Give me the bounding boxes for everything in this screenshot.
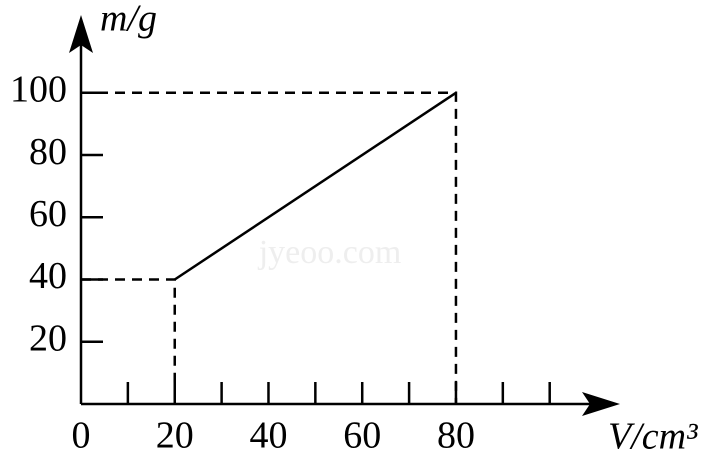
x-tick-label: 0 <box>72 415 91 457</box>
x-axis-arrow <box>582 392 620 416</box>
data-line <box>174 91 457 281</box>
x-tick-label: 80 <box>437 415 475 457</box>
x-tick-label: 60 <box>343 415 381 457</box>
y-tick-label: 80 <box>29 131 67 173</box>
x-tick-label: 40 <box>249 415 287 457</box>
y-tick-label: 40 <box>29 255 67 297</box>
y-axis-label: m/g <box>100 0 157 40</box>
y-tick-label: 60 <box>29 193 67 235</box>
watermark: jyeoo.com <box>258 234 402 271</box>
y-tick-label: 100 <box>10 69 67 111</box>
y-tick-label: 20 <box>29 317 67 359</box>
x-axis-label: V/cm³ <box>608 416 698 458</box>
guide-line <box>81 278 176 404</box>
x-tick-label: 20 <box>156 415 194 457</box>
y-axis-arrow <box>69 15 93 53</box>
guide-line <box>81 91 458 404</box>
